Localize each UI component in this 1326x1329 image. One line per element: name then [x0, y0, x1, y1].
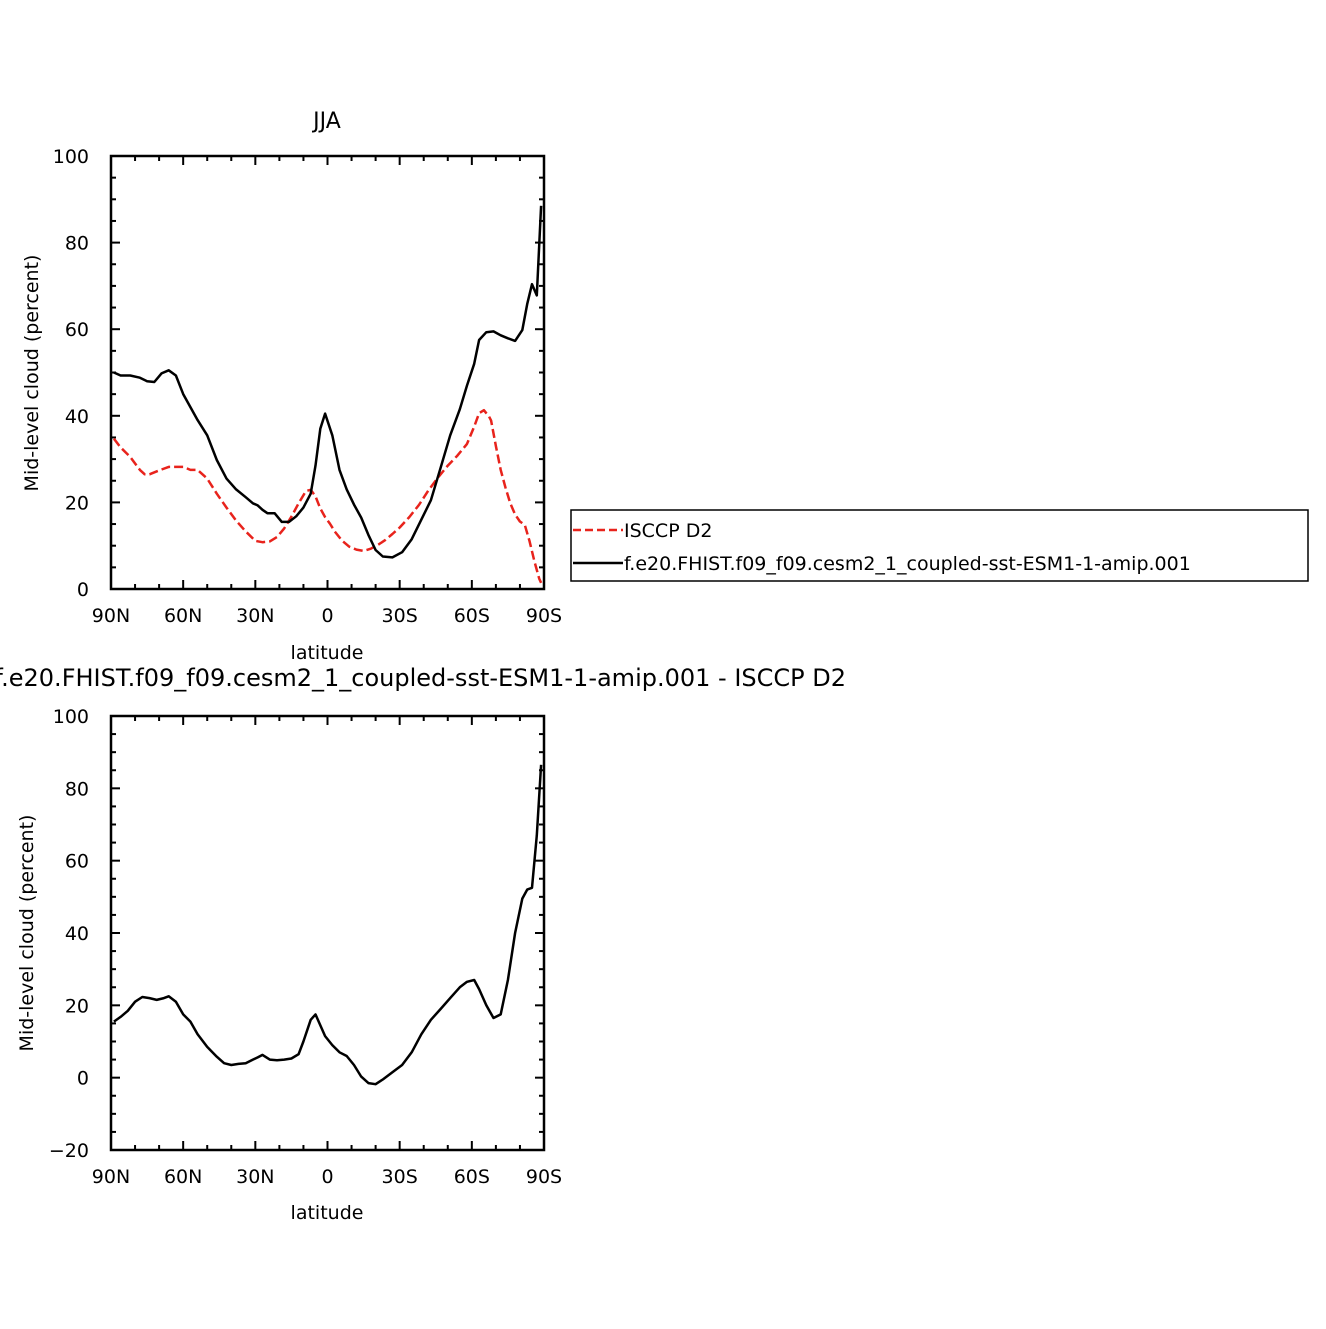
bottom-y-tick-label: −20	[49, 1140, 89, 1162]
bottom-x-tick-label: 60N	[164, 1166, 202, 1188]
legend-label-isccp: ISCCP D2	[624, 520, 712, 542]
legend: ISCCP D2 f.e20.FHIST.f09_f09.cesm2_1_cou…	[570, 509, 1309, 582]
bottom-y-tick-label: 40	[65, 923, 89, 945]
bottom-y-tick-label: 100	[53, 706, 89, 728]
bottom-y-tick-label: 60	[65, 851, 89, 873]
bottom-x-tick-label: 90S	[526, 1166, 562, 1188]
bottom-plot-frame	[109, 714, 546, 1152]
top-y-axis-label: Mid-level cloud (percent)	[21, 255, 43, 492]
top-x-tick-label: 30S	[382, 605, 418, 627]
top-plot-frame	[109, 154, 546, 591]
bottom-panel: f.e20.FHIST.f09_f09.cesm2_1_coupled-sst-…	[0, 664, 846, 1224]
bottom-series-line-0	[113, 764, 543, 1086]
top-x-axis-label: latitude	[291, 642, 364, 664]
bottom-x-tick-label: 30N	[236, 1166, 274, 1188]
top-series-line-0	[112, 408, 543, 584]
top-y-tick-label: 40	[65, 406, 89, 428]
bottom-x-axis-label: latitude	[291, 1202, 364, 1224]
top-x-tick-label: 60N	[164, 605, 202, 627]
bottom-x-tick-label: 90N	[92, 1166, 130, 1188]
bottom-y-tick-label: 20	[65, 995, 89, 1017]
top-y-tick-label: 100	[53, 146, 89, 168]
bottom-y-axis-label: Mid-level cloud (percent)	[16, 815, 38, 1052]
top-chart-title: JJA	[311, 109, 341, 134]
bottom-y-tick-label: 80	[65, 778, 89, 800]
top-x-tick-label: 0	[321, 605, 333, 627]
top-x-tick-label: 30N	[236, 605, 274, 627]
top-y-tick-label: 60	[65, 319, 89, 341]
bottom-x-tick-label: 0	[321, 1166, 333, 1188]
top-y-tick-label: 20	[65, 492, 89, 514]
top-x-tick-label: 90S	[526, 605, 562, 627]
bottom-x-tick-label: 60S	[454, 1166, 490, 1188]
legend-box	[570, 509, 1309, 582]
bottom-chart-title: f.e20.FHIST.f09_f09.cesm2_1_coupled-sst-…	[0, 664, 846, 692]
top-y-tick-label: 80	[65, 233, 89, 255]
top-series-line-1	[113, 205, 543, 559]
top-panel: JJA Mid-level cloud (percent) latitude 9…	[21, 109, 562, 664]
legend-label-model: f.e20.FHIST.f09_f09.cesm2_1_coupled-sst-…	[624, 553, 1191, 575]
top-y-tick-label: 0	[77, 579, 89, 601]
bottom-y-tick-label: 0	[77, 1068, 89, 1090]
top-x-tick-label: 60S	[454, 605, 490, 627]
bottom-x-tick-label: 30S	[382, 1166, 418, 1188]
top-x-tick-label: 90N	[92, 605, 130, 627]
